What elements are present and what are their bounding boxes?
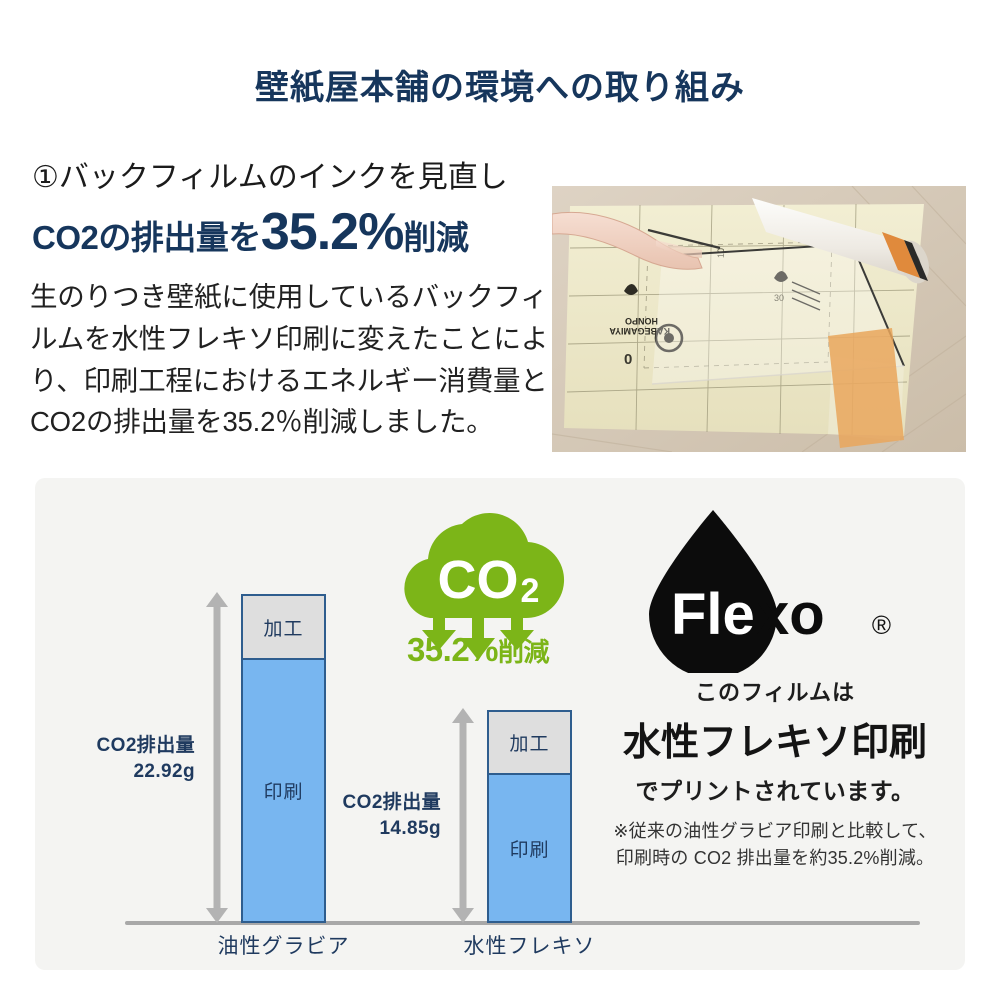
bar-segment-processing-1: 加工	[243, 596, 324, 660]
svg-text:0: 0	[624, 351, 632, 368]
cloud-down-arrows	[422, 616, 534, 660]
emission-value-1: 22.92g	[133, 760, 195, 782]
headline-prefix: CO2の排出量を	[32, 219, 261, 256]
wallpaper-film-photo: 0 10 30 KABEGAMIYA HONPO	[552, 186, 966, 452]
headline-suffix: 削減	[403, 219, 469, 256]
category-label-oil-gravure: 油性グラビア	[217, 935, 350, 958]
reduction-suffix: 削減	[498, 637, 550, 667]
measure-arrow-oil-gravure	[202, 592, 232, 923]
arrow-shaft-2	[459, 721, 467, 910]
registered-trademark-icon: ®	[871, 610, 891, 640]
intro-lead-text: ①バックフィルムのインクを見直し	[32, 161, 508, 194]
flexo-certification-block: Fle xo ® このフィルムは 水性フレキソ印刷 でプリントされています。 ※…	[605, 498, 945, 872]
photo-illustration: 0 10 30 KABEGAMIYA HONPO	[552, 186, 966, 452]
measure-arrow-water-flexo	[448, 708, 478, 923]
reduction-annotation: 35.2%削減	[368, 631, 588, 669]
flexo-line1: このフィルムは	[694, 680, 856, 705]
co2-cloud-graphic: CO 2	[368, 498, 588, 698]
flexo-note: ※従来の油性グラビア印刷と比較して、 印刷時の CO2 排出量を約35.2%削減…	[605, 818, 945, 872]
arrow-head-up-2	[452, 708, 474, 723]
category-label-water-flexo: 水性フレキソ	[463, 935, 596, 958]
arrow-head-down-2	[452, 908, 474, 923]
bar-segment-processing-2: 加工	[489, 712, 570, 775]
cloud-co2-label: CO	[438, 550, 519, 610]
down-arrow-center	[461, 616, 495, 660]
comparison-panel: 加工 印刷 油性グラビア CO2排出量 22.92g 加工 印刷 水性フレキソ	[35, 478, 965, 970]
flexo-logo: Fle xo ®	[605, 498, 945, 678]
intro-headline: CO2の排出量を35.2%削減	[32, 206, 552, 258]
emission-value-2: 14.85g	[379, 817, 441, 839]
svg-text:2: 2	[521, 572, 540, 610]
intro-body-text: 生のりつき壁紙に使用しているバックフィルムを水性フレキソ印刷に変えたことにより、…	[30, 281, 549, 438]
co2-bar-chart: 加工 印刷 油性グラビア CO2排出量 22.92g 加工 印刷 水性フレキソ	[35, 478, 965, 970]
water-drop-icon: Fle xo	[649, 510, 825, 678]
headline-number: 35.2%	[260, 203, 404, 261]
emission-label-oil-gravure: CO2排出量 22.92g	[35, 733, 195, 784]
bar-segment-printing-1: 印刷	[243, 660, 324, 921]
arrow-head-down-1	[206, 908, 228, 923]
flexo-note-line2: 印刷時の CO2 排出量を約35.2%削減。	[615, 848, 935, 868]
flexo-line3: でプリントされています。	[635, 778, 915, 804]
flexo-note-line1: ※従来の油性グラビア印刷と比較して、	[613, 821, 937, 841]
svg-text:30: 30	[774, 293, 784, 303]
chart-baseline	[125, 921, 920, 925]
bar-water-flexo: 加工 印刷	[487, 710, 572, 923]
flexo-logo-text-black: xo	[757, 582, 825, 647]
arrow-shaft-1	[213, 605, 221, 910]
arrow-head-up-1	[206, 592, 228, 607]
bar-oil-gravure: 加工 印刷	[241, 594, 326, 923]
flexo-logo-text-white: Fle	[671, 582, 755, 647]
emission-label-water-flexo: CO2排出量 14.85g	[281, 790, 441, 841]
bar-segment-printing-2: 印刷	[489, 775, 570, 921]
down-arrow-left	[422, 616, 456, 650]
emission-prefix-2: CO2排出量	[342, 792, 441, 813]
svg-text:HONPO: HONPO	[625, 316, 658, 326]
down-arrow-right	[500, 616, 534, 650]
svg-text:KABEGAMIYA: KABEGAMIYA	[609, 326, 670, 336]
emission-prefix-1: CO2排出量	[96, 735, 195, 756]
reduction-value: 35.2%	[406, 631, 499, 668]
flexo-line2: 水性フレキソ印刷	[622, 722, 927, 764]
cloud-icon: CO 2	[404, 513, 565, 660]
page-title: 壁紙屋本舗の環境への取り組み	[255, 69, 745, 107]
